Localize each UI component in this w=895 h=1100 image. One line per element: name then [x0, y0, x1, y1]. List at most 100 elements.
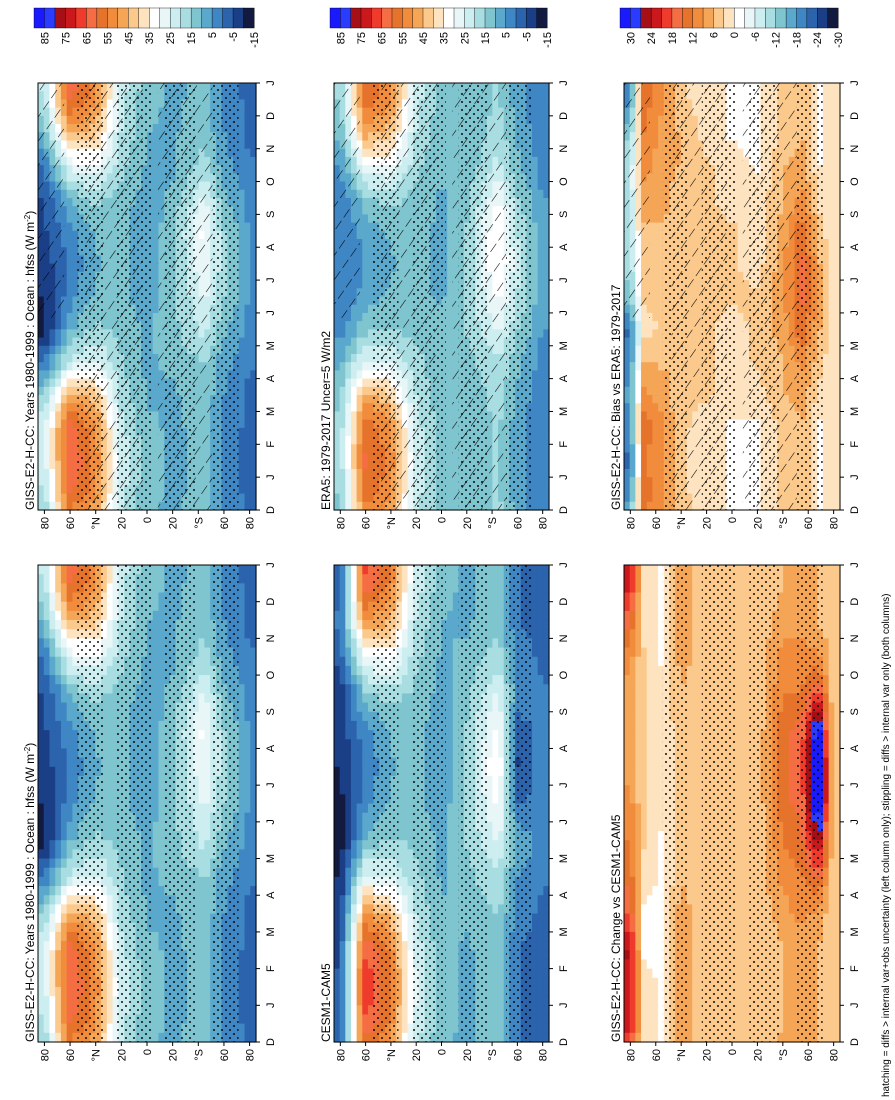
heat-cell — [49, 876, 56, 887]
heat-cell — [60, 427, 68, 437]
heat-cell — [250, 867, 257, 878]
heat-cell — [152, 477, 160, 486]
heat-cell — [244, 895, 251, 905]
heat-cell — [362, 91, 369, 101]
heat-cell — [38, 353, 45, 363]
heat-cell — [345, 337, 352, 347]
heat-cell — [198, 565, 205, 575]
heat-cell — [43, 629, 51, 639]
heat-cell — [367, 468, 375, 478]
heat-cell — [192, 629, 200, 639]
heat-cell — [238, 452, 246, 462]
heat-cell — [66, 757, 74, 768]
heat-cell — [367, 321, 375, 330]
heat-cell — [152, 337, 160, 347]
heat-cell — [204, 601, 211, 612]
heat-cell — [362, 107, 369, 117]
heat-cell — [362, 411, 369, 421]
heat-cell — [152, 370, 160, 380]
heat-cell — [49, 1014, 56, 1025]
heat-cell — [198, 886, 205, 896]
heat-cell — [198, 986, 205, 997]
heat-cell — [250, 140, 257, 150]
heat-cell — [43, 1023, 51, 1034]
heat-cell — [204, 904, 211, 915]
heat-cell — [244, 739, 251, 750]
heat-cell — [112, 867, 119, 878]
heat-cell — [101, 996, 108, 1006]
heat-cell — [350, 436, 358, 445]
heat-cell — [152, 794, 160, 805]
heat-cell — [244, 395, 251, 404]
heat-cell — [367, 239, 375, 248]
heat-cell — [43, 452, 51, 462]
heat-cell — [238, 1014, 246, 1025]
heat-cell — [244, 977, 251, 988]
heat-cell — [72, 583, 79, 594]
heat-cell — [49, 592, 56, 603]
heat-cell — [112, 720, 119, 731]
heat-cell — [72, 665, 79, 676]
heat-cell — [204, 1032, 211, 1043]
colorbar-swatch — [54, 7, 66, 29]
heat-cell — [238, 757, 246, 768]
heat-cell — [238, 329, 246, 339]
heat-cell — [250, 794, 257, 805]
heat-cell — [152, 931, 160, 942]
heat-cell — [38, 693, 45, 704]
heat-cell — [367, 156, 375, 166]
heat-cell — [72, 271, 79, 281]
heat-cell — [43, 403, 51, 413]
heat-cell — [152, 968, 160, 979]
heat-cell — [72, 977, 79, 988]
heat-cell — [72, 165, 79, 174]
heat-cell — [43, 950, 51, 961]
heat-cell — [350, 386, 358, 396]
heat-cell — [66, 345, 74, 355]
heat-cell — [55, 565, 62, 575]
heat-cell — [38, 785, 45, 795]
heat-cell — [345, 403, 352, 413]
month-tick-label: M — [265, 341, 277, 350]
heat-cell — [334, 485, 341, 495]
heat-cell — [43, 693, 51, 704]
heat-cell — [152, 468, 160, 478]
heat-cell — [38, 895, 45, 905]
heat-cell — [192, 592, 200, 603]
month-tick-label: A — [265, 243, 277, 251]
heat-cell — [192, 684, 200, 695]
heat-cell — [60, 592, 68, 603]
heat-cell — [192, 702, 200, 713]
heat-cell — [362, 99, 369, 109]
heat-cell — [362, 140, 369, 150]
heat-cell — [198, 904, 205, 915]
heat-cell — [49, 395, 56, 404]
heat-cell — [112, 876, 119, 887]
heat-cell — [362, 132, 369, 142]
heat-cell — [55, 378, 62, 388]
heat-cell — [250, 468, 257, 478]
heat-cell — [204, 968, 211, 979]
heat-cell — [112, 702, 119, 713]
heat-cell — [66, 775, 74, 786]
heat-cell — [66, 886, 74, 896]
heat-cell — [244, 271, 251, 281]
heat-cell — [55, 895, 62, 905]
heat-cell — [152, 132, 160, 142]
heat-cell — [106, 931, 114, 942]
heat-cell — [55, 739, 62, 750]
heat-cell — [192, 647, 200, 658]
heat-cell — [238, 812, 246, 823]
heat-cell — [112, 693, 119, 704]
heat-cell — [49, 840, 56, 850]
heat-cell — [244, 684, 251, 695]
heat-cell — [152, 610, 160, 621]
heat-cell — [49, 1023, 56, 1034]
heat-cell — [192, 610, 200, 621]
heat-cell — [72, 419, 79, 429]
heat-cell — [250, 1014, 257, 1025]
heat-cell — [362, 468, 369, 478]
heat-cell — [367, 148, 375, 158]
month-tick-label: J — [265, 819, 277, 825]
heat-cell — [60, 867, 68, 878]
